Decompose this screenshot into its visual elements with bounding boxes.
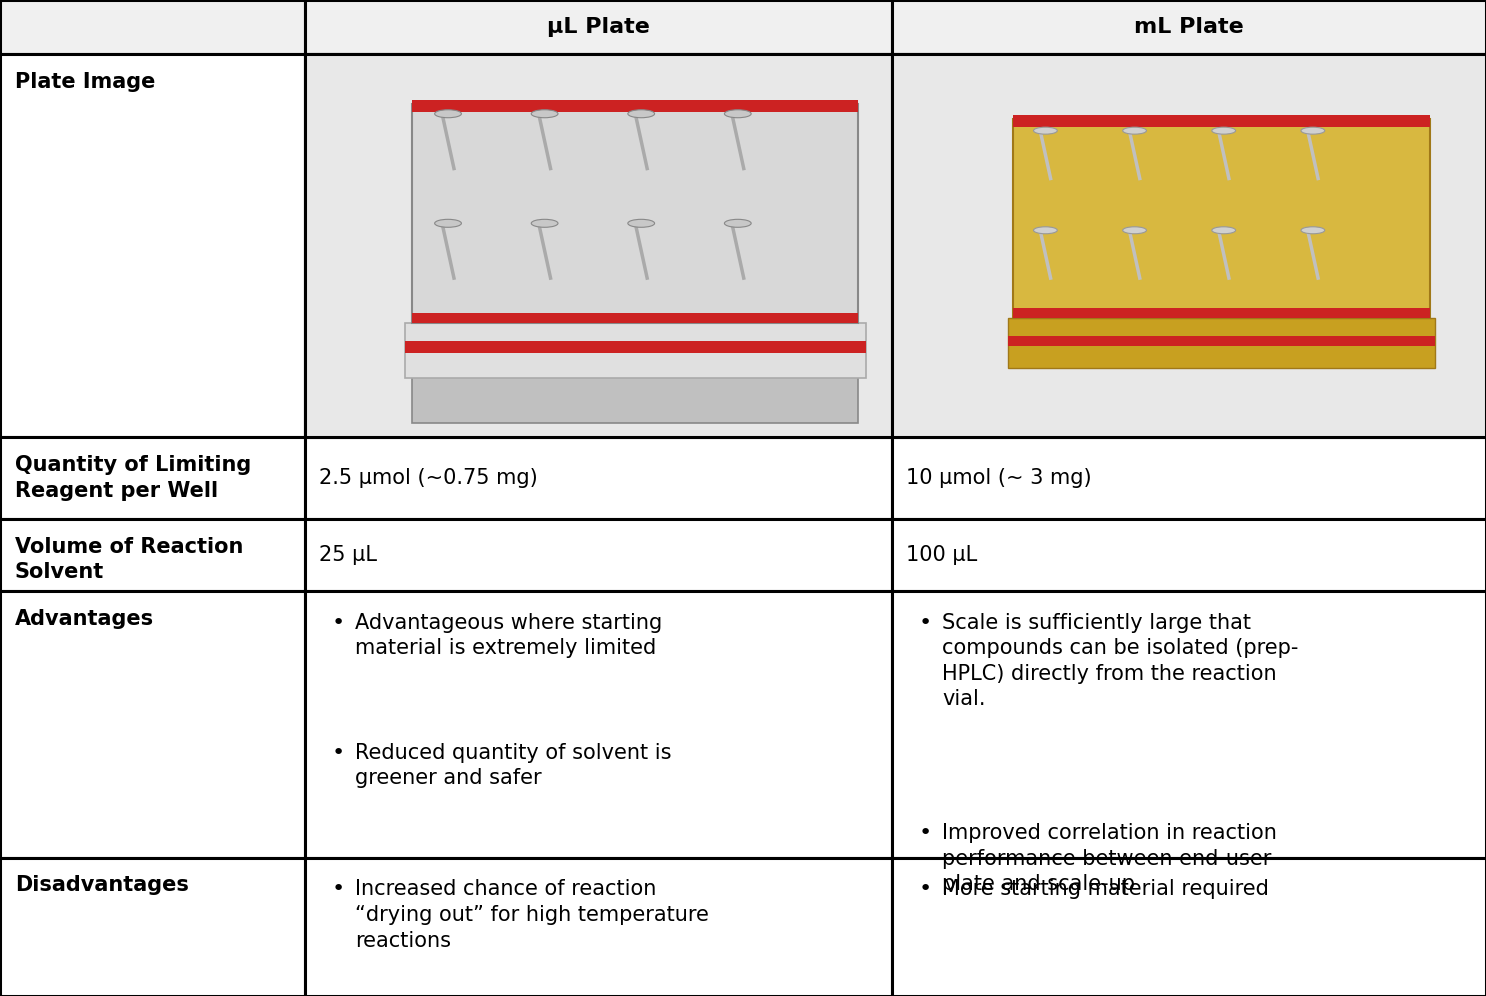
Bar bbox=[0, 591, 305, 858]
Bar bbox=[305, 54, 892, 437]
Text: Plate Image: Plate Image bbox=[15, 72, 155, 92]
Text: •: • bbox=[331, 743, 345, 763]
FancyBboxPatch shape bbox=[1013, 119, 1430, 318]
Ellipse shape bbox=[434, 219, 461, 227]
Bar bbox=[0, 437, 305, 519]
FancyBboxPatch shape bbox=[1013, 308, 1430, 318]
Text: Quantity of Limiting
Reagent per Well: Quantity of Limiting Reagent per Well bbox=[15, 455, 251, 501]
Text: mL Plate: mL Plate bbox=[1134, 17, 1244, 37]
Ellipse shape bbox=[532, 110, 559, 118]
Text: 100 μL: 100 μL bbox=[906, 545, 978, 565]
FancyBboxPatch shape bbox=[1008, 336, 1435, 346]
Bar bbox=[0, 519, 305, 591]
Bar bbox=[305, 591, 892, 858]
Text: •: • bbox=[918, 824, 932, 844]
Bar bbox=[892, 437, 1486, 519]
Text: 25 μL: 25 μL bbox=[319, 545, 377, 565]
Ellipse shape bbox=[1302, 127, 1326, 134]
Ellipse shape bbox=[724, 110, 750, 118]
FancyBboxPatch shape bbox=[1008, 318, 1435, 368]
FancyBboxPatch shape bbox=[412, 104, 857, 323]
Ellipse shape bbox=[1213, 227, 1236, 234]
Ellipse shape bbox=[1034, 127, 1058, 134]
Text: Increased chance of reaction
“drying out” for high temperature
reactions: Increased chance of reaction “drying out… bbox=[355, 879, 709, 950]
Text: More starting material required: More starting material required bbox=[942, 879, 1269, 899]
FancyBboxPatch shape bbox=[1013, 115, 1430, 126]
FancyBboxPatch shape bbox=[412, 357, 857, 422]
Bar bbox=[892, 519, 1486, 591]
Ellipse shape bbox=[1302, 227, 1326, 234]
Bar bbox=[892, 858, 1486, 996]
FancyBboxPatch shape bbox=[404, 341, 865, 353]
Text: Volume of Reaction
Solvent: Volume of Reaction Solvent bbox=[15, 537, 244, 583]
Bar bbox=[892, 591, 1486, 858]
Text: •: • bbox=[918, 879, 932, 899]
Text: 10 μmol (~ 3 mg): 10 μmol (~ 3 mg) bbox=[906, 468, 1092, 488]
Bar bbox=[0, 858, 305, 996]
Ellipse shape bbox=[627, 110, 654, 118]
FancyBboxPatch shape bbox=[412, 313, 857, 323]
Ellipse shape bbox=[1213, 127, 1236, 134]
Ellipse shape bbox=[434, 110, 461, 118]
Bar bbox=[305, 858, 892, 996]
Bar bbox=[305, 437, 892, 519]
Ellipse shape bbox=[1123, 227, 1147, 234]
Text: Advantages: Advantages bbox=[15, 609, 155, 628]
Polygon shape bbox=[820, 104, 859, 363]
Text: μL Plate: μL Plate bbox=[547, 17, 649, 37]
Bar bbox=[305, 0, 892, 54]
FancyBboxPatch shape bbox=[412, 100, 857, 112]
Ellipse shape bbox=[1034, 227, 1058, 234]
Bar bbox=[305, 54, 892, 437]
FancyBboxPatch shape bbox=[404, 323, 865, 377]
Bar bbox=[892, 54, 1486, 437]
Text: •: • bbox=[918, 613, 932, 632]
Bar bbox=[305, 519, 892, 591]
Text: Improved correlation in reaction
performance between end-user
plate and scale-up: Improved correlation in reaction perform… bbox=[942, 824, 1276, 894]
Text: Reduced quantity of solvent is
greener and safer: Reduced quantity of solvent is greener a… bbox=[355, 743, 672, 788]
Bar bbox=[0, 0, 305, 54]
Bar bbox=[892, 0, 1486, 54]
Text: •: • bbox=[331, 613, 345, 632]
Text: Disadvantages: Disadvantages bbox=[15, 875, 189, 895]
Bar bbox=[0, 54, 305, 437]
Text: Advantageous where starting
material is extremely limited: Advantageous where starting material is … bbox=[355, 613, 663, 658]
Ellipse shape bbox=[627, 219, 654, 227]
Text: •: • bbox=[331, 879, 345, 899]
Ellipse shape bbox=[532, 219, 559, 227]
Ellipse shape bbox=[724, 219, 750, 227]
Polygon shape bbox=[1397, 119, 1430, 353]
Ellipse shape bbox=[1123, 127, 1147, 134]
Bar bbox=[892, 54, 1486, 437]
Text: 2.5 μmol (~0.75 mg): 2.5 μmol (~0.75 mg) bbox=[319, 468, 538, 488]
Text: Scale is sufficiently large that
compounds can be isolated (prep-
HPLC) directly: Scale is sufficiently large that compoun… bbox=[942, 613, 1299, 709]
